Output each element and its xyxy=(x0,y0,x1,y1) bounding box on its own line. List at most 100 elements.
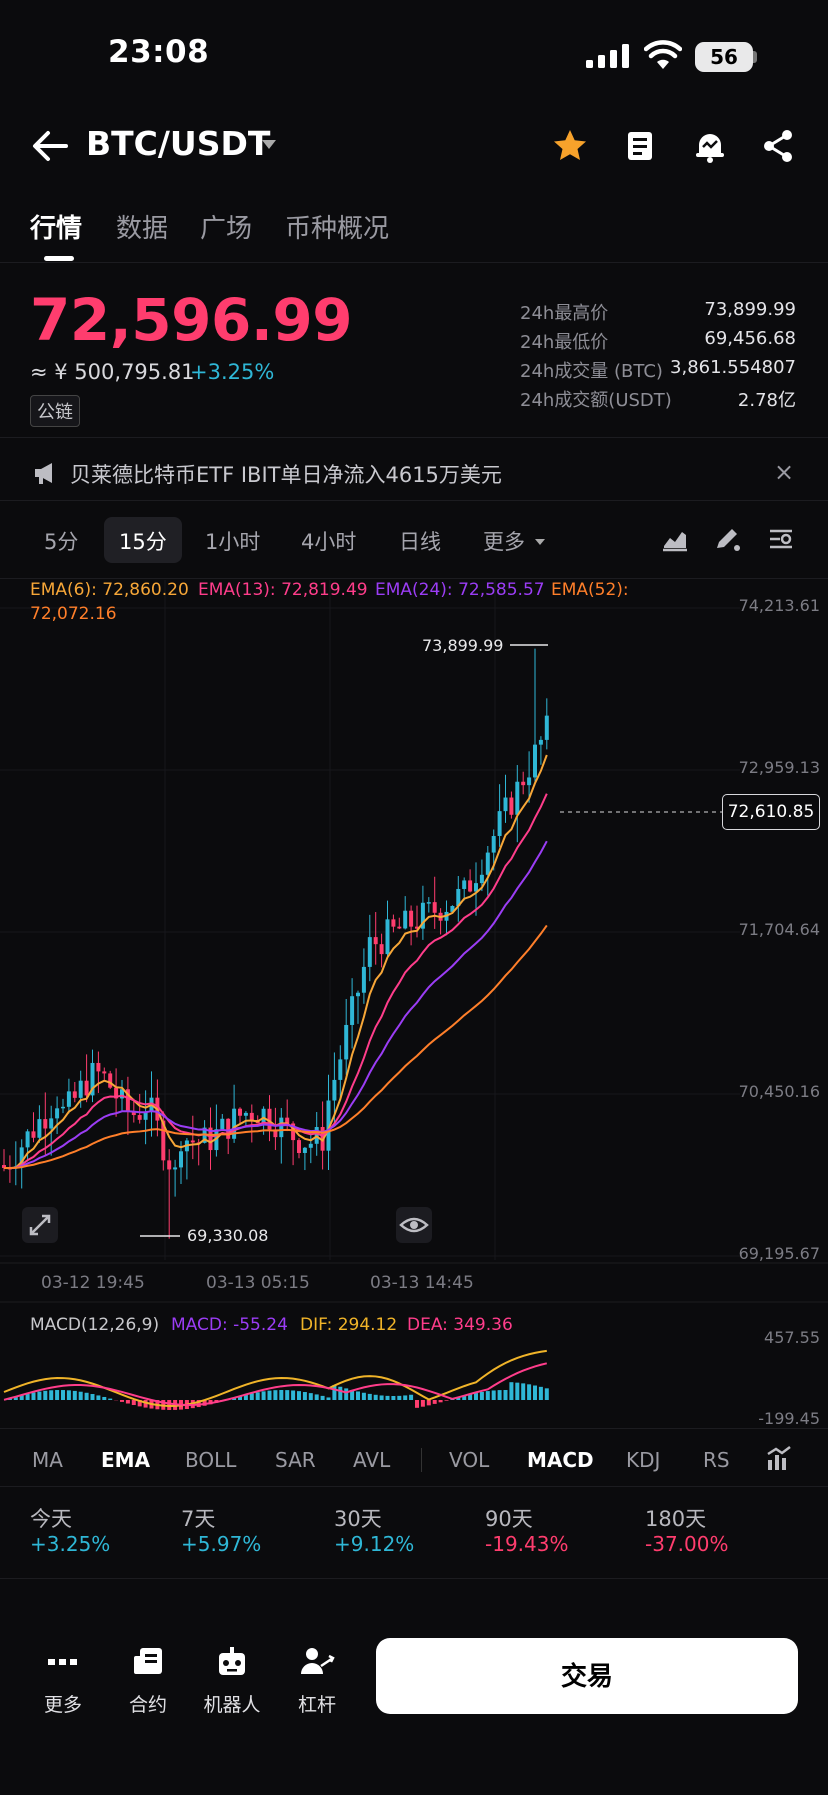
nav-more-label[interactable]: 更多 xyxy=(43,1694,82,1716)
candle-body xyxy=(226,1118,231,1139)
macd-bar xyxy=(61,1390,65,1400)
nav-leverage-label[interactable]: 杠杆 xyxy=(297,1694,336,1716)
candlestick-chart[interactable] xyxy=(0,580,828,1440)
chart-type-icon[interactable] xyxy=(660,524,690,554)
interval-more[interactable]: 更多 xyxy=(483,530,525,554)
notes-icon[interactable] xyxy=(620,126,660,166)
share-icon[interactable] xyxy=(758,126,798,166)
candle-body xyxy=(261,1108,266,1124)
macd-bar xyxy=(72,1390,77,1400)
indicator-vol[interactable]: VOL xyxy=(449,1448,490,1472)
interval-4h[interactable]: 4小时 xyxy=(301,530,357,554)
indicator-boll[interactable]: BOLL xyxy=(185,1448,237,1472)
pair-dropdown-caret-icon[interactable] xyxy=(262,140,276,149)
category-tag[interactable]: 公链 xyxy=(30,395,80,427)
macd-bar xyxy=(66,1390,71,1400)
tab-coin-overview[interactable]: 币种概况 xyxy=(285,214,390,244)
alert-bell-icon[interactable] xyxy=(690,126,730,166)
candle-body xyxy=(179,1151,183,1168)
robot-icon[interactable] xyxy=(214,1644,250,1680)
macd-bar xyxy=(302,1392,307,1400)
candle-body xyxy=(143,1112,148,1120)
leverage-icon[interactable] xyxy=(299,1644,335,1680)
candle-body xyxy=(373,937,378,945)
more-dots-icon[interactable] xyxy=(45,1644,81,1680)
macd-bar xyxy=(143,1400,148,1408)
dif-value: DIF: 294.12 xyxy=(300,1315,398,1335)
favorite-star-icon[interactable] xyxy=(550,126,590,166)
y-axis-label: 69,195.67 xyxy=(738,1244,820,1263)
candle-body xyxy=(114,1087,119,1099)
candle-body xyxy=(515,781,520,815)
interval-15m[interactable]: 15分 xyxy=(119,530,167,554)
indicator-macd[interactable]: MACD xyxy=(527,1448,594,1472)
trade-button[interactable]: 交易 xyxy=(376,1638,798,1714)
y-axis-label: 74,213.61 xyxy=(738,596,820,615)
macd-bar xyxy=(326,1397,331,1400)
dif-line xyxy=(3,1349,547,1407)
news-bottom-divider xyxy=(0,500,828,501)
y-axis-label: 71,704.64 xyxy=(738,920,820,939)
candle-body xyxy=(279,1117,284,1138)
interval-1d[interactable]: 日线 xyxy=(399,530,441,554)
candle-body xyxy=(173,1167,178,1170)
nav-contract-label[interactable]: 合约 xyxy=(128,1694,167,1716)
candle-body xyxy=(2,1165,6,1168)
candle-body xyxy=(43,1119,48,1129)
perf-label-30d: 30天 xyxy=(334,1507,382,1531)
perf-value-180d: -37.00% xyxy=(645,1532,729,1556)
tab-active-underline xyxy=(44,256,74,261)
contract-icon[interactable] xyxy=(130,1644,166,1680)
back-arrow-icon[interactable] xyxy=(30,128,70,164)
indicator-sar[interactable]: SAR xyxy=(275,1448,316,1472)
perf-value-30d: +9.12% xyxy=(334,1532,415,1556)
indicator-rs[interactable]: RS xyxy=(703,1448,730,1472)
macd-bar xyxy=(308,1393,313,1400)
indicator-kdj[interactable]: KDJ xyxy=(626,1448,661,1472)
pair-title[interactable]: BTC/USDT xyxy=(86,124,271,163)
macd-bar xyxy=(338,1386,343,1400)
visibility-eye-icon[interactable] xyxy=(396,1207,432,1243)
last-price: 72,596.99 xyxy=(30,286,353,354)
candle-body xyxy=(350,996,355,1025)
indicator-avl[interactable]: AVL xyxy=(353,1448,391,1472)
macd-bar xyxy=(544,1388,549,1400)
macd-bar xyxy=(456,1397,461,1400)
macd-bar xyxy=(137,1400,142,1407)
macd-bar xyxy=(373,1394,378,1400)
candle-body xyxy=(273,1129,278,1138)
macd-bar xyxy=(479,1391,484,1400)
macd-bar xyxy=(90,1394,95,1400)
macd-bar xyxy=(196,1400,201,1408)
interval-5m[interactable]: 5分 xyxy=(44,530,79,554)
macd-bar xyxy=(367,1393,372,1400)
candle-body xyxy=(232,1108,237,1139)
nav-robot-label[interactable]: 机器人 xyxy=(203,1694,261,1716)
interval-1h[interactable]: 1小时 xyxy=(205,530,261,554)
tab-data[interactable]: 数据 xyxy=(116,214,169,244)
macd-bar xyxy=(31,1392,36,1400)
macd-bar xyxy=(125,1400,130,1404)
indicator-ma[interactable]: MA xyxy=(32,1448,63,1472)
chart-settings-icon[interactable] xyxy=(766,524,796,554)
draw-pencil-icon[interactable] xyxy=(712,524,742,554)
macd-bar xyxy=(474,1393,478,1400)
news-headline[interactable]: 贝莱德比特币ETF IBIT单日净流入4615万美元 xyxy=(70,463,502,487)
news-close-icon[interactable]: × xyxy=(774,458,795,486)
fullscreen-expand-icon[interactable] xyxy=(22,1207,58,1243)
macd-bar xyxy=(485,1391,490,1400)
macd-bar xyxy=(415,1400,419,1408)
macd-bar xyxy=(261,1391,266,1400)
indicator-ema[interactable]: EMA xyxy=(101,1448,151,1472)
tab-square[interactable]: 广场 xyxy=(200,214,253,244)
tab-market[interactable]: 行情 xyxy=(30,214,83,244)
candle-body xyxy=(344,1024,349,1060)
candle-body xyxy=(25,1131,30,1148)
candle-body xyxy=(432,902,437,913)
tabs-divider xyxy=(0,262,828,263)
macd-bar xyxy=(131,1400,136,1406)
candle-body xyxy=(190,1140,195,1143)
interval-more-caret-icon[interactable] xyxy=(535,539,545,545)
indicator-settings-icon[interactable] xyxy=(764,1444,794,1474)
wifi-icon xyxy=(644,40,682,69)
